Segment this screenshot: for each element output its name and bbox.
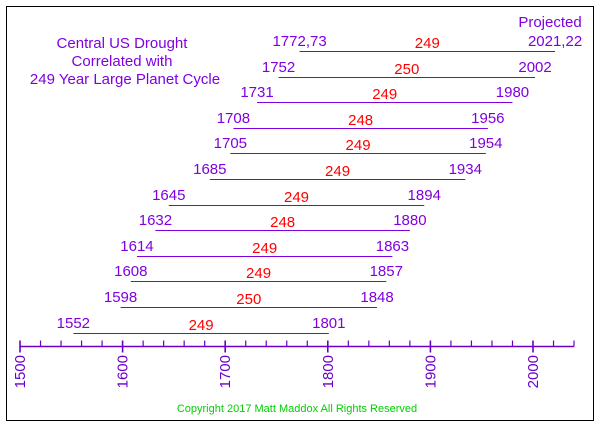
interval-end-label: 1880 (393, 212, 426, 229)
title-block: Central US Drought Correlated with 249 Y… (30, 35, 220, 88)
interval-row: 1608 1857 249 (114, 263, 403, 282)
interval-span-label: 249 (346, 137, 371, 154)
interval-end-label: 1934 (449, 161, 482, 178)
interval-start-label: 1708 (217, 110, 250, 127)
interval-start-label: 1614 (120, 238, 153, 255)
interval-row: 1752 2002 250 (262, 59, 552, 78)
interval-start-label: 1608 (114, 263, 147, 280)
interval-end-label: 2021,22 (528, 33, 582, 50)
interval-end-label: 1956 (471, 110, 504, 127)
interval-span-label: 249 (325, 163, 350, 180)
interval-span-label: 250 (236, 291, 261, 308)
interval-span-label: 250 (394, 61, 419, 78)
interval-span-label: 249 (415, 35, 440, 52)
interval-end-label: 1980 (496, 84, 529, 101)
title-line-1: Central US Drought (57, 35, 189, 52)
interval-span-label: 249 (372, 86, 397, 103)
interval-span-label: 249 (189, 317, 214, 334)
interval-start-label: 1632 (139, 212, 172, 229)
interval-end-label: 1848 (360, 289, 393, 306)
interval-row: 1708 1956 248 (217, 110, 505, 129)
interval-row: 1614 1863 249 (120, 238, 409, 257)
axis-tick-label: 1900 (422, 355, 439, 388)
interval-row: 1705 1954 249 (214, 135, 502, 154)
interval-span-label: 249 (252, 240, 277, 257)
interval-start-label: 1752 (262, 59, 295, 76)
interval-start-label: 1705 (214, 135, 247, 152)
interval-start-label: 1645 (152, 187, 185, 204)
interval-span-label: 249 (246, 265, 271, 282)
year-axis: 1500 1600 1700 1800 1900 2000 (12, 340, 575, 388)
interval-end-label: 1954 (469, 135, 502, 152)
interval-start-label: 1598 (104, 289, 137, 306)
interval-end-label: 2002 (518, 59, 551, 76)
outer-border (6, 6, 594, 421)
interval-start-label: 1685 (193, 161, 226, 178)
interval-span-label: 248 (348, 112, 373, 129)
axis-tick-label: 1800 (320, 355, 337, 388)
axis-tick-label: 1700 (217, 355, 234, 388)
interval-start-label: 1552 (57, 315, 90, 332)
interval-end-label: 1801 (312, 315, 345, 332)
interval-start-label: 1772,73 (272, 33, 326, 50)
interval-span-label: 248 (270, 214, 295, 231)
interval-start-label: 1731 (240, 84, 273, 101)
interval-row: 1552 1801 249 (57, 315, 346, 334)
axis-tick-label: 1500 (12, 355, 29, 388)
interval-end-label: 1863 (376, 238, 409, 255)
interval-end-label: 1857 (370, 263, 403, 280)
interval-row: 1598 1848 250 (104, 289, 394, 308)
interval-row: 1772,73 2021,22 249 (272, 33, 582, 52)
title-line-3: 249 Year Large Planet Cycle (30, 71, 220, 88)
axis-tick-label: 2000 (525, 355, 542, 388)
projected-label: Projected (518, 14, 581, 31)
title-line-2: Correlated with (72, 53, 173, 70)
interval-row: 1685 1934 249 (193, 161, 482, 180)
interval-row: 1731 1980 249 (240, 84, 529, 103)
interval-end-label: 1894 (408, 187, 441, 204)
axis-tick-label: 1600 (115, 355, 132, 388)
interval-row: 1632 1880 248 (139, 212, 427, 231)
interval-row: 1645 1894 249 (152, 187, 441, 206)
interval-span-label: 249 (284, 189, 309, 206)
copyright-notice: Copyright 2017 Matt Maddox All Rights Re… (177, 403, 417, 415)
